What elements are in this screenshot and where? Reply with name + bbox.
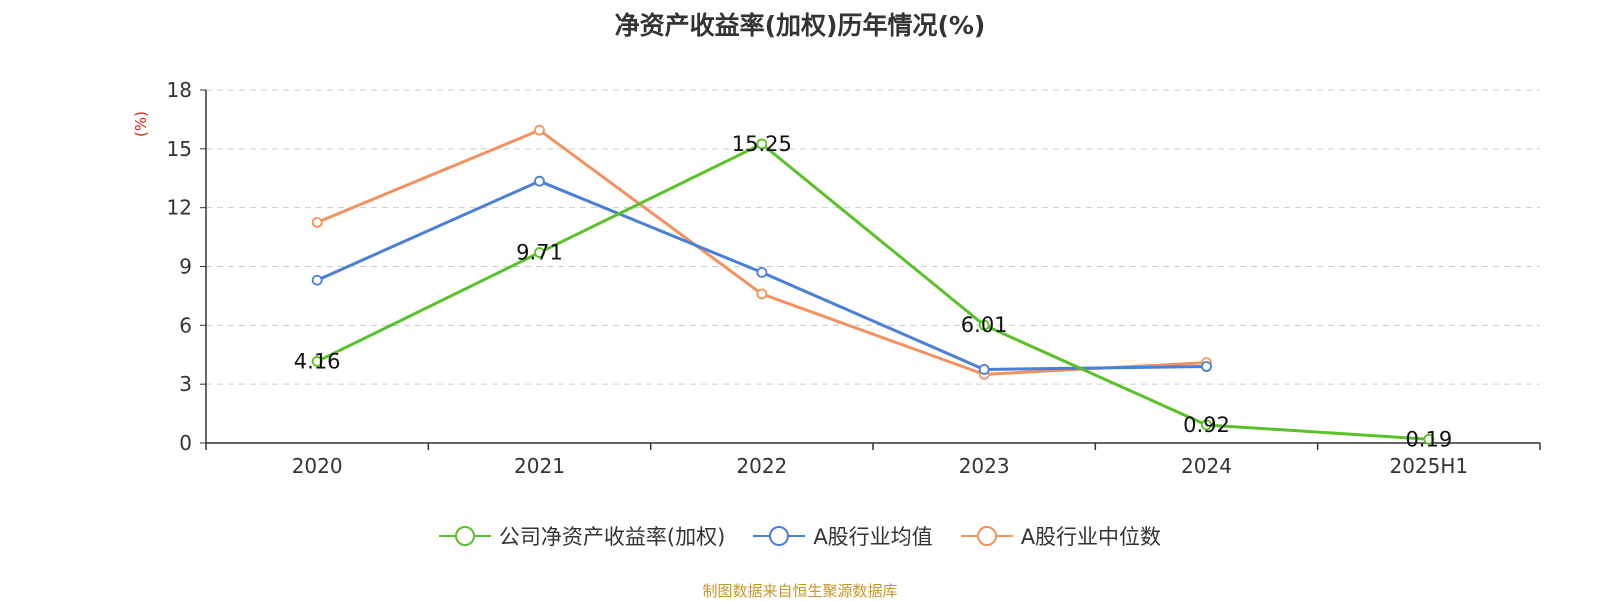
- data-labels: 4.16 9.71 15.25 6.01 0.92 0.19: [294, 132, 1452, 451]
- data-point: [311, 216, 323, 228]
- data-point: [534, 124, 545, 136]
- y-tick-label: 9: [179, 255, 192, 279]
- data-point: [311, 356, 323, 367]
- legend-line-circle-icon: [438, 526, 491, 546]
- data-label: 0.92: [1183, 413, 1230, 437]
- legend: 公司净资产收益率(加权) A股行业均值 A股行业中位数: [0, 521, 1600, 551]
- x-tick-label: 2020: [292, 454, 343, 478]
- legend-line-circle-icon: [960, 526, 1013, 546]
- data-point: [1423, 433, 1435, 445]
- data-label: 6.01: [961, 313, 1008, 337]
- legend-label: A股行业均值: [813, 525, 933, 549]
- legend-item-company[interactable]: 公司净资产收益率(加权): [438, 521, 726, 551]
- series-lines: [311, 124, 1435, 445]
- data-point: [756, 266, 768, 278]
- data-label: 0.19: [1405, 427, 1452, 451]
- x-tick-label: 2024: [1181, 454, 1232, 478]
- data-point: [311, 274, 323, 286]
- data-point: [534, 247, 545, 258]
- series-line: [316, 142, 1429, 441]
- y-tick-label: 6: [179, 313, 192, 337]
- chart-title: 净资产收益率(加权)历年情况(%): [614, 11, 986, 40]
- legend-item-industry-median[interactable]: A股行业中位数: [960, 521, 1162, 551]
- source-note: 制图数据来自恒生聚源数据库: [702, 582, 898, 600]
- series-line: [316, 128, 1207, 376]
- data-point: [756, 288, 768, 300]
- legend-item-industry-mean[interactable]: A股行业均值: [753, 521, 933, 551]
- x-tick-label: 2023: [959, 454, 1010, 478]
- x-tick-label: 2022: [736, 454, 787, 478]
- axes: 0 3 6 9 12 15 18 2020 2021 2022 2023 2024 2025H1: [167, 78, 1541, 478]
- data-point: [534, 175, 545, 187]
- data-point: [1201, 361, 1212, 372]
- y-axis-label: (%): [132, 111, 150, 137]
- y-tick-label: 15: [167, 137, 192, 161]
- gridlines: [206, 89, 1540, 385]
- data-point: [978, 364, 990, 375]
- y-tick-label: 3: [179, 372, 192, 396]
- y-tick-label: 18: [167, 78, 192, 102]
- legend-label: A股行业中位数: [1020, 525, 1162, 549]
- data-point: [978, 319, 990, 331]
- data-label: 15.25: [732, 132, 792, 156]
- legend-label: 公司净资产收益率(加权): [498, 525, 726, 549]
- y-tick-label: 0: [179, 431, 192, 455]
- y-tick-label: 12: [167, 196, 192, 220]
- x-tick-label: 2025H1: [1389, 454, 1468, 478]
- data-point: [756, 138, 768, 150]
- data-point: [1201, 419, 1212, 431]
- x-tick-label: 2021: [514, 454, 565, 478]
- legend-line-circle-icon: [753, 526, 806, 546]
- data-label: 4.16: [294, 349, 341, 373]
- data-label: 9.71: [516, 241, 563, 265]
